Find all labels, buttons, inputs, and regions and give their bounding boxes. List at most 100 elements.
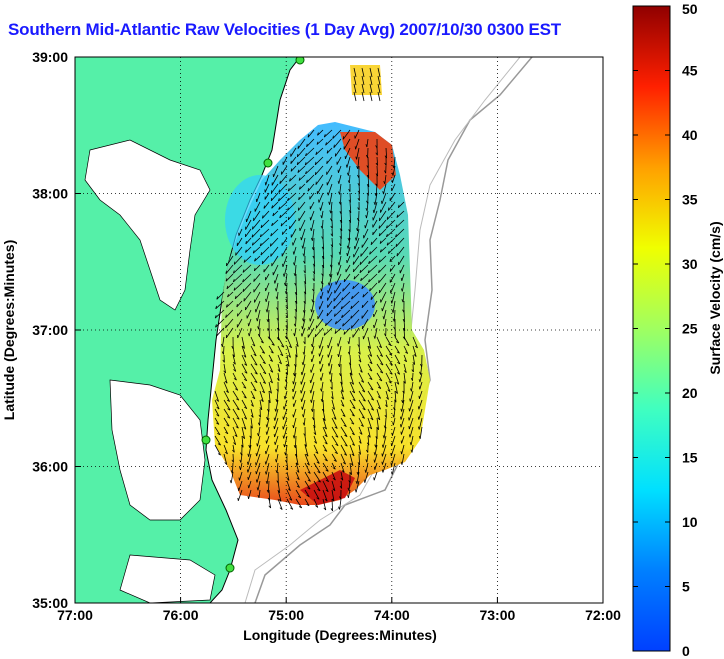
velocity-vector	[214, 399, 220, 410]
velocity-vector	[321, 273, 324, 285]
velocity-vector-head	[328, 201, 330, 205]
velocity-vector	[277, 336, 285, 348]
velocity-vector	[281, 246, 288, 257]
velocity-vector	[247, 471, 252, 480]
velocity-vector	[304, 453, 310, 466]
velocity-vector	[295, 471, 300, 480]
velocity-vector	[322, 471, 329, 482]
velocity-vector	[223, 417, 230, 427]
velocity-vector-head	[288, 355, 291, 358]
velocity-vector	[340, 444, 348, 456]
velocity-vector-head	[335, 443, 339, 447]
velocity-vector	[256, 309, 261, 322]
velocity-vector	[403, 336, 410, 346]
velocity-vector	[287, 210, 297, 221]
velocity-vector-head	[229, 480, 232, 484]
velocity-vector-head	[324, 434, 328, 438]
colorbar-tick-label: 45	[682, 63, 698, 79]
velocity-vector	[340, 480, 343, 489]
velocity-vector	[266, 426, 270, 435]
velocity-vector	[378, 282, 387, 294]
velocity-vector	[250, 390, 256, 399]
velocity-vector	[283, 408, 288, 420]
velocity-vector	[215, 300, 225, 310]
velocity-vector	[241, 336, 245, 349]
velocity-vector	[358, 444, 361, 455]
y-axis-label: Latitude (Degrees:Minutes)	[1, 240, 17, 420]
velocity-vector-head	[290, 507, 294, 510]
velocity-vector	[321, 381, 324, 392]
velocity-vector-head	[261, 351, 265, 354]
velocity-vector	[322, 255, 325, 268]
velocity-vector	[297, 165, 306, 173]
velocity-vector	[254, 291, 261, 303]
velocity-vector-head	[300, 398, 302, 402]
velocity-vector-head	[259, 243, 262, 247]
velocity-vector	[403, 372, 406, 384]
velocity-vector	[306, 138, 315, 148]
velocity-vector-head	[306, 143, 308, 147]
velocity-vector-head	[269, 390, 272, 394]
velocity-vector-head	[270, 370, 274, 373]
velocity-vector-head	[418, 426, 420, 430]
velocity-vector	[379, 210, 387, 222]
velocity-vector	[286, 480, 291, 491]
velocity-vector-head	[417, 406, 420, 410]
velocity-vector-head	[310, 359, 313, 363]
velocity-vector-head	[313, 432, 317, 435]
velocity-vector	[247, 453, 252, 465]
velocity-vector-head	[304, 443, 307, 447]
velocity-vector	[234, 291, 243, 300]
velocity-vector	[361, 91, 365, 102]
velocity-vector-head	[400, 408, 403, 412]
velocity-vector-head	[283, 444, 285, 448]
velocity-vector-head	[238, 477, 240, 481]
velocity-vector	[326, 156, 333, 165]
velocity-vector-head	[216, 333, 218, 337]
velocity-vector	[349, 435, 355, 446]
velocity-vector	[367, 264, 378, 274]
velocity-vector-head	[330, 508, 333, 512]
velocity-vector-head	[390, 452, 392, 456]
velocity-vector	[319, 336, 324, 349]
velocity-vector	[380, 291, 387, 303]
velocity-vector	[355, 480, 360, 493]
velocity-vector	[259, 354, 266, 364]
velocity-vector-head	[378, 232, 381, 237]
velocity-vector	[353, 246, 360, 258]
velocity-vector	[326, 165, 333, 175]
x-axis-label: Longitude (Degrees:Minutes)	[243, 627, 437, 643]
velocity-vector-head	[364, 225, 366, 229]
velocity-vector	[338, 165, 342, 173]
velocity-vector-head	[316, 497, 320, 500]
velocity-vector-head	[350, 315, 352, 319]
radar-site-marker	[295, 57, 305, 65]
velocity-vector	[302, 318, 306, 330]
velocity-vector-head	[214, 315, 217, 319]
velocity-vector	[419, 381, 423, 390]
velocity-vector-head	[216, 422, 220, 425]
velocity-vector	[304, 444, 309, 457]
velocity-vector	[313, 480, 321, 492]
velocity-vector-head	[323, 507, 327, 511]
velocity-vector-head	[352, 268, 355, 272]
velocity-vector-head	[337, 343, 339, 347]
velocity-vector	[304, 282, 307, 295]
velocity-vector	[243, 291, 252, 302]
velocity-vector	[232, 444, 235, 453]
velocity-vector-head	[343, 453, 347, 456]
velocity-vector-head	[320, 215, 323, 219]
velocity-vector	[322, 219, 324, 229]
velocity-vector	[300, 228, 306, 241]
velocity-vector	[376, 408, 381, 420]
velocity-vector	[384, 174, 387, 184]
velocity-vector	[331, 462, 336, 470]
velocity-vector	[366, 453, 369, 463]
velocity-vector-head	[329, 379, 332, 383]
velocity-vector-head	[342, 288, 344, 292]
velocity-vector-head	[256, 318, 258, 322]
velocity-vector-head	[330, 386, 333, 390]
velocity-vector-head	[338, 251, 341, 255]
velocity-vector	[250, 345, 257, 357]
velocity-vector-head	[409, 434, 411, 438]
